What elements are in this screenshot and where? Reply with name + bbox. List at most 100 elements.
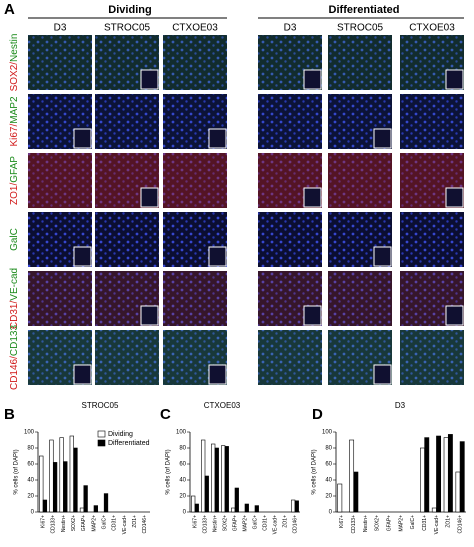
- x-tick-label: Ki67+: [339, 515, 345, 528]
- group-label: Differentiated: [329, 4, 400, 16]
- micrograph: [400, 212, 464, 267]
- x-tick-label: VE-cad+: [272, 515, 278, 534]
- bar: [214, 447, 219, 513]
- bar: [424, 437, 430, 513]
- x-tick-label: CD146+: [142, 515, 148, 534]
- micrograph: [400, 330, 464, 385]
- bar: [191, 495, 196, 513]
- bar: [49, 439, 54, 513]
- bar: [244, 503, 249, 513]
- bar: [337, 483, 343, 513]
- micrograph: [258, 94, 322, 149]
- row-label-part: CD146/: [9, 356, 20, 390]
- x-tick-label: ZO1+: [446, 515, 452, 528]
- y-tick-label: 100: [322, 430, 333, 436]
- bar: [211, 443, 216, 513]
- x-tick-label: GalC+: [410, 515, 416, 529]
- micrograph-stain: [95, 212, 159, 267]
- bar: [69, 435, 74, 513]
- column-label: D3: [54, 23, 67, 34]
- bar: [63, 461, 68, 513]
- x-tick-label: MAP2+: [91, 515, 97, 532]
- row-label: CD146/CD133: [9, 325, 20, 390]
- micrograph: [400, 94, 464, 149]
- y-tick-label: 60: [27, 462, 34, 468]
- row-label: SOX2/Nestin: [9, 34, 20, 92]
- bar: [291, 499, 296, 513]
- x-tick-label: GFAP+: [232, 515, 238, 531]
- bar: [234, 487, 239, 513]
- panel-letter: A: [4, 1, 15, 18]
- row-label: GalC: [9, 228, 20, 251]
- inset: [140, 305, 159, 326]
- y-tick-label: 80: [179, 446, 186, 452]
- micrograph: [163, 35, 227, 90]
- inset: [73, 128, 92, 149]
- micrograph-stain: [400, 212, 464, 267]
- micrograph: [258, 330, 322, 385]
- x-tick-label: GFAP+: [387, 515, 393, 531]
- row-label-part: Nestin: [9, 34, 20, 62]
- x-tick-label: SOX2+: [375, 515, 381, 531]
- row-label-part: CD31/: [9, 301, 20, 330]
- inset: [445, 187, 464, 208]
- y-tick-label: 60: [325, 462, 332, 468]
- bar: [194, 503, 199, 513]
- bar: [420, 447, 425, 513]
- x-tick-label: MAP2+: [398, 515, 404, 532]
- bar: [39, 455, 44, 513]
- x-tick-label: Nestin+: [61, 515, 67, 532]
- inset: [373, 128, 392, 149]
- x-tick-label: CD31+: [422, 515, 428, 531]
- column-label: STROC05: [104, 23, 151, 34]
- column-label: D3: [284, 23, 297, 34]
- bar: [231, 507, 236, 513]
- inset: [445, 305, 464, 326]
- inset: [303, 69, 322, 90]
- inset: [303, 305, 322, 326]
- inset: [140, 187, 159, 208]
- chart-title: STROC05: [82, 401, 119, 410]
- inset: [208, 364, 227, 385]
- bar: [93, 505, 98, 513]
- row-label-part: ZO1/: [9, 183, 20, 205]
- bar: [73, 447, 78, 513]
- y-tick-label: 20: [179, 494, 186, 500]
- x-tick-label: ZO1+: [282, 515, 288, 528]
- micrograph-stain: [28, 271, 92, 326]
- y-axis-label: % cells (of DAPI): [14, 449, 20, 494]
- inset: [373, 246, 392, 267]
- x-tick-label: Nestin+: [363, 515, 369, 532]
- x-tick-label: CD133+: [202, 515, 208, 534]
- bar: [59, 437, 64, 513]
- micrograph: [95, 94, 159, 149]
- x-tick-label: GFAP+: [81, 515, 87, 531]
- micrograph: [328, 35, 392, 90]
- panel-letter: C: [160, 406, 171, 423]
- panel-letter: D: [312, 406, 323, 423]
- bar: [436, 435, 442, 513]
- y-tick-label: 60: [179, 462, 186, 468]
- bar: [353, 471, 359, 513]
- legend-swatch: [97, 439, 106, 447]
- micrograph-stain: [28, 35, 92, 90]
- micrograph-stain: [258, 94, 322, 149]
- bar: [254, 505, 259, 513]
- micrograph-stain: [400, 94, 464, 149]
- row-label-part: GalC: [9, 228, 20, 251]
- micrograph: [163, 271, 227, 326]
- row-label-part: GFAP: [9, 156, 20, 183]
- x-tick-label: SOX2+: [71, 515, 77, 531]
- micrograph: [258, 212, 322, 267]
- y-axis-label: % cells (of DAPI): [166, 449, 172, 494]
- x-tick-label: GalC+: [252, 515, 258, 529]
- micrograph-stain: [28, 153, 92, 208]
- inset: [208, 128, 227, 149]
- x-tick-label: SOX2+: [222, 515, 228, 531]
- x-tick-label: ZO1+: [132, 515, 138, 528]
- micrograph-stain: [400, 330, 464, 385]
- inset: [140, 69, 159, 90]
- row-label: Ki67/MAP2: [9, 96, 20, 146]
